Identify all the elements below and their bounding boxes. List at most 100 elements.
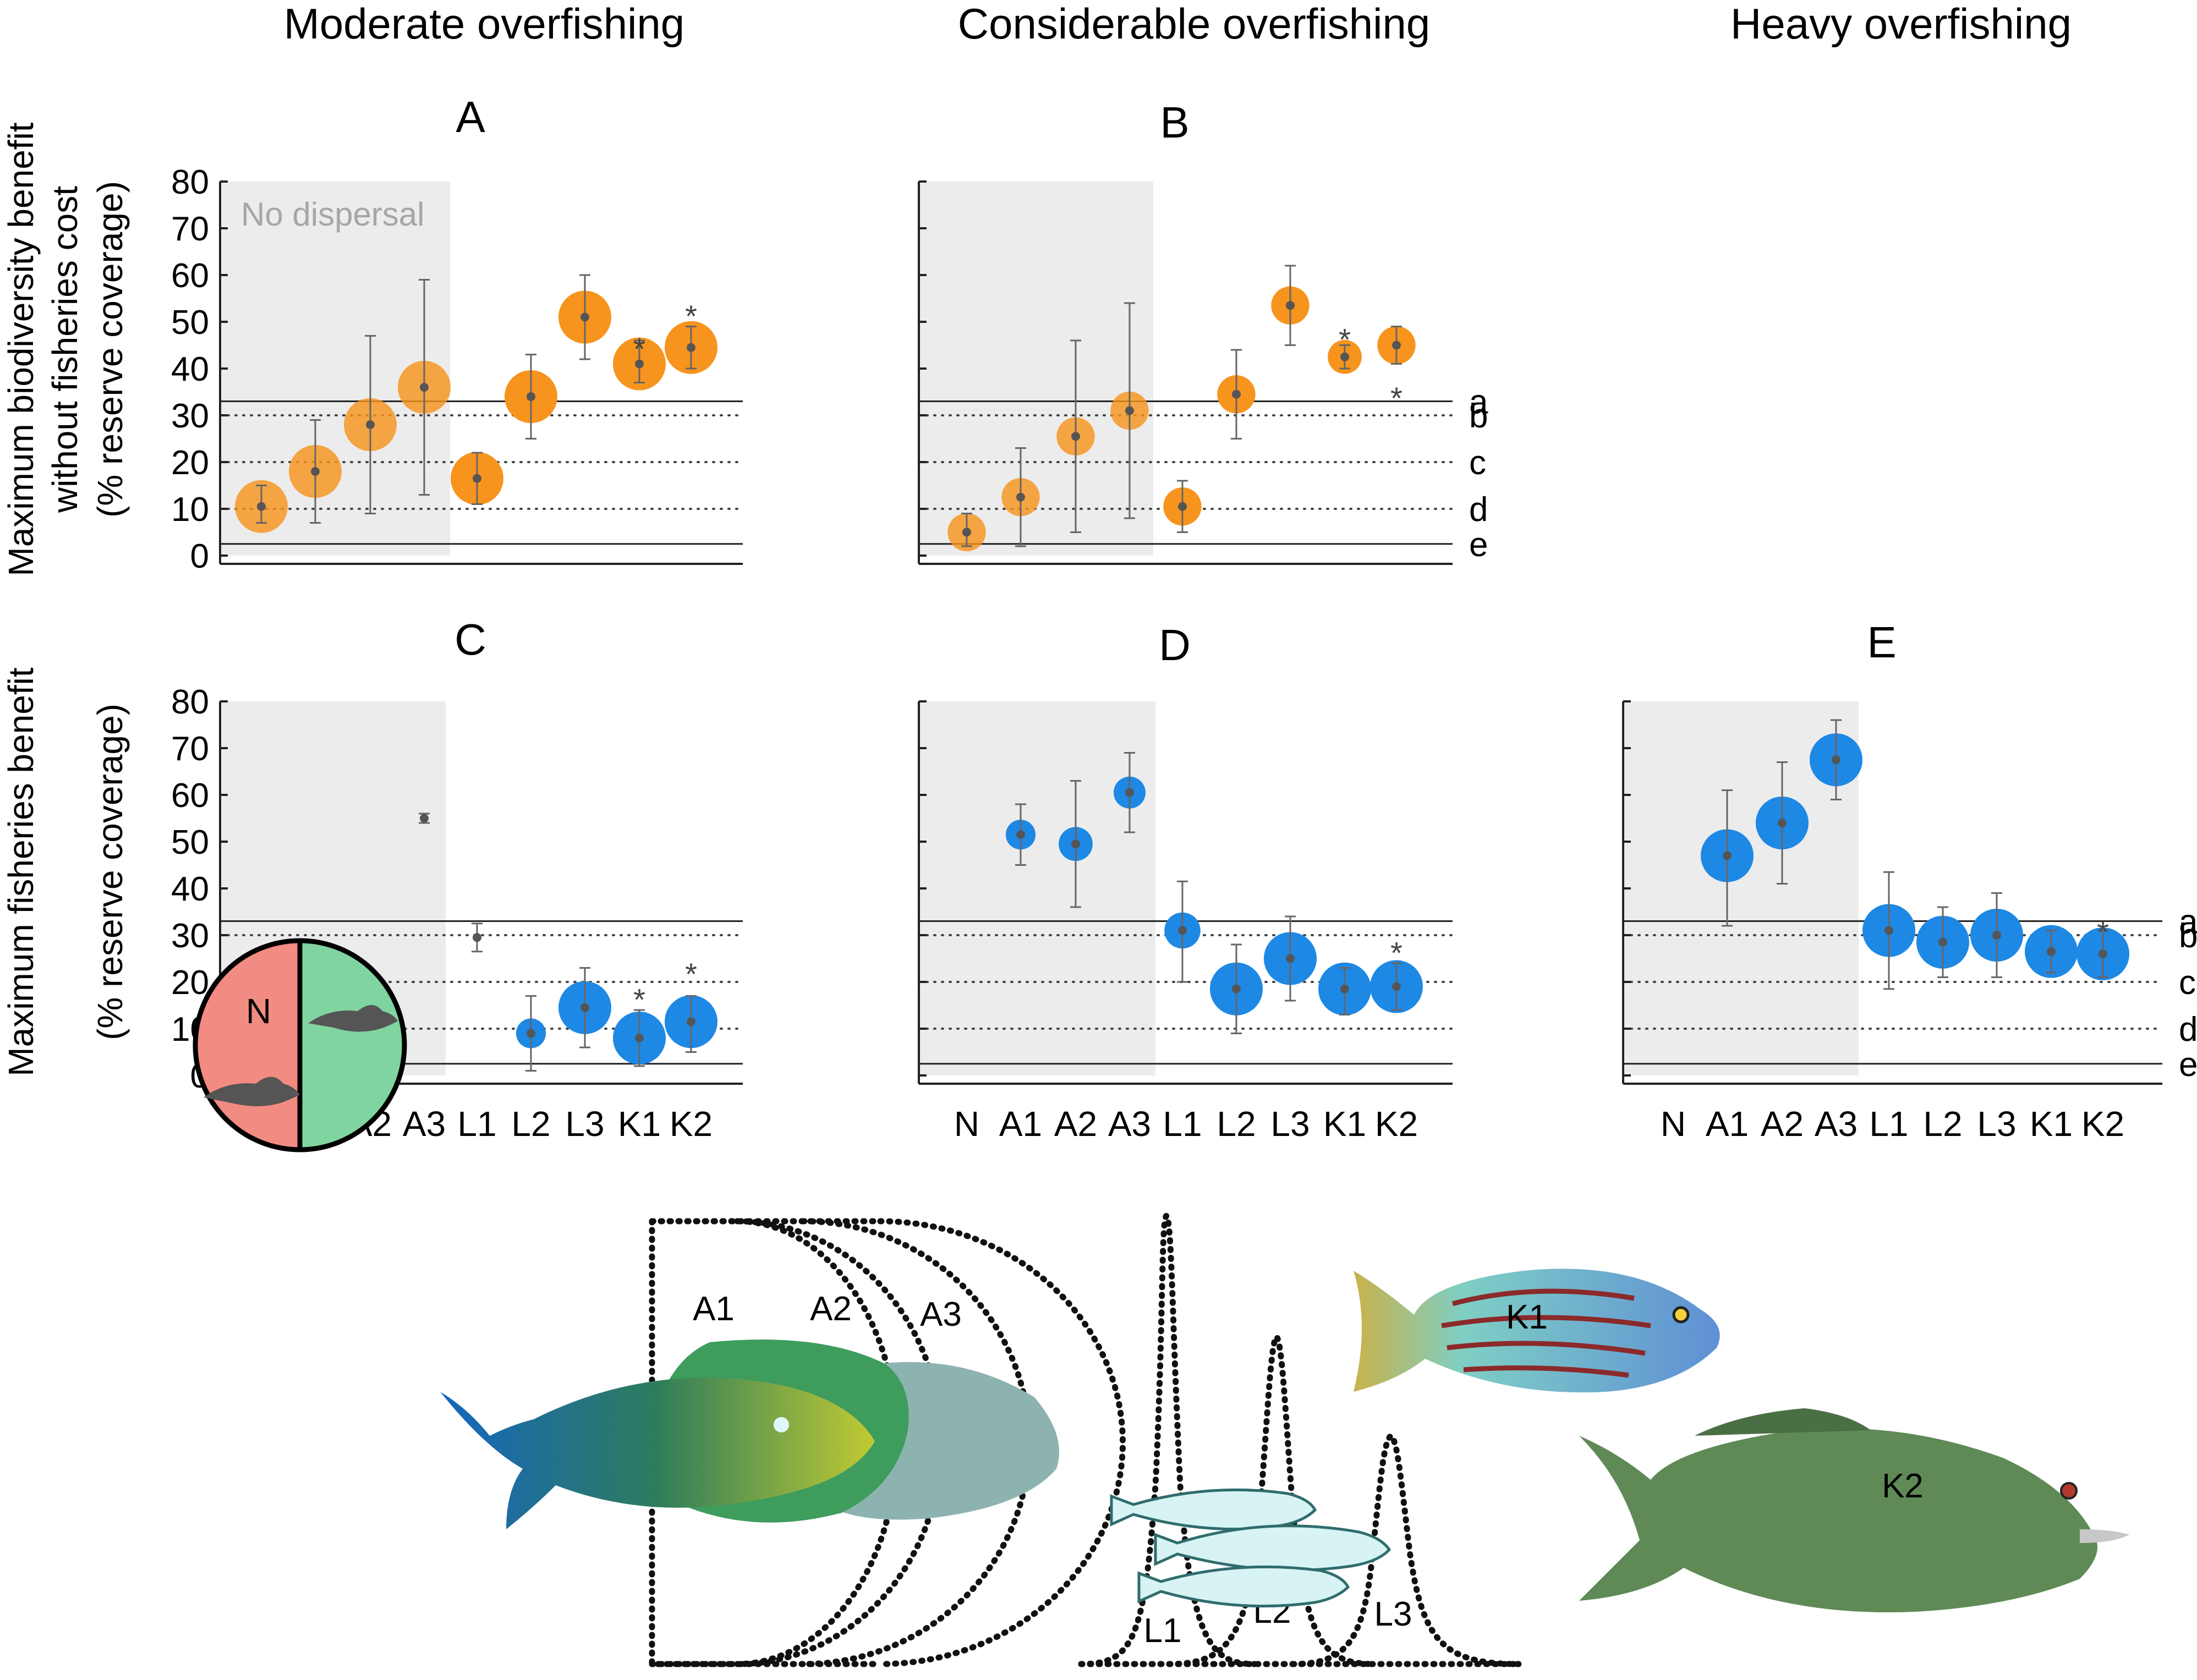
- data-point: [1340, 352, 1349, 361]
- data-point-l3: [558, 274, 611, 360]
- x-tick-label: N: [954, 1104, 979, 1144]
- data-point: [366, 420, 375, 429]
- x-tick-label: L1: [457, 1104, 496, 1144]
- reference-label-a: a: [1469, 383, 1488, 421]
- data-point-l2: [1916, 906, 1969, 978]
- data-point-a2: [1056, 339, 1095, 533]
- kernel-label-l1: L1: [1144, 1612, 1182, 1650]
- reference-label-e: e: [2179, 1046, 2197, 1084]
- panel-a: A 0 10 20 30 40 50 60 70 80 No dispersal * *: [171, 92, 744, 575]
- row-label-bottom-line1: Maximum fisheries benefit: [1, 667, 41, 1077]
- y-tick-label: 0: [190, 537, 209, 575]
- reference-label-d: d: [1469, 491, 1488, 529]
- data-point: [635, 359, 644, 369]
- kernel-label-k1: K1: [1506, 1298, 1548, 1336]
- y-tick-label: 50: [171, 304, 209, 342]
- data-point: [420, 383, 429, 392]
- y-tick-label: 40: [171, 870, 209, 908]
- data-point: [2047, 947, 2056, 956]
- data-point: [962, 528, 971, 537]
- panel-letter: D: [1159, 621, 1191, 669]
- sardine-school-icon: [1110, 1488, 1391, 1608]
- y-tick-label: 10: [171, 491, 209, 529]
- data-point: [1178, 502, 1187, 511]
- data-point: [1125, 406, 1134, 415]
- row-label-top-line2: without fisheries cost: [45, 186, 85, 513]
- data-point-k2: *: [665, 299, 717, 374]
- data-point: [687, 343, 695, 352]
- n-circle-icon: [193, 938, 407, 1152]
- data-point-a3: [1114, 752, 1146, 833]
- y-tick-label: 70: [171, 210, 209, 248]
- x-tick-label: N: [1661, 1104, 1686, 1144]
- data-point-k1: [2025, 925, 2078, 978]
- data-point-a2: [344, 335, 397, 514]
- significance-star: *: [685, 957, 697, 991]
- x-tick-label: K1: [2030, 1104, 2073, 1144]
- striped-fish-icon: [1354, 1269, 1720, 1393]
- data-point: [1992, 931, 2001, 940]
- data-point-a3: [419, 812, 430, 824]
- grouper-fish-icon: [1579, 1408, 2129, 1612]
- data-point: [580, 1003, 589, 1012]
- data-point-a1: [1001, 447, 1040, 547]
- data-point-l3: [1970, 892, 2023, 978]
- x-tick-label: L2: [1923, 1104, 1962, 1144]
- data-point: [635, 1034, 644, 1042]
- data-point-l3: [558, 967, 611, 1048]
- data-point-l1: [472, 923, 483, 953]
- panel-letter: A: [456, 92, 485, 141]
- data-point-a1: [1005, 803, 1036, 866]
- data-point: [1232, 389, 1241, 399]
- x-tick-label: K2: [2081, 1104, 2124, 1144]
- column-title-moderate: Moderate overfishing: [284, 0, 684, 48]
- x-tick-label: K2: [1375, 1104, 1418, 1144]
- data-point: [1016, 830, 1025, 839]
- y-tick-label: 30: [171, 917, 209, 955]
- significance-star: *: [1390, 936, 1402, 970]
- panel-letter: E: [1867, 618, 1896, 667]
- reference-label-a: a: [2179, 903, 2197, 941]
- x-tick-label: A1: [999, 1104, 1042, 1144]
- significance-star: *: [685, 299, 697, 333]
- data-point: [311, 467, 320, 476]
- data-point: [1125, 788, 1134, 797]
- illustration: N A1 A2 A3 L1 L2 L3: [193, 938, 2129, 1667]
- data-point-a3: [1810, 719, 1862, 800]
- significance-star: *: [2097, 914, 2109, 949]
- data-point: [1392, 341, 1401, 350]
- y-tick-label: 80: [171, 683, 209, 721]
- data-point-a3: [398, 279, 451, 496]
- data-point: [257, 502, 266, 511]
- y-tick-label: 20: [171, 444, 209, 482]
- y-tick-label: 40: [171, 350, 209, 388]
- kernel-label-a2: A2: [810, 1290, 852, 1328]
- significance-star: *: [1339, 322, 1351, 357]
- data-point: [1938, 937, 1947, 947]
- data-point: [1016, 492, 1025, 502]
- data-point: [527, 1029, 535, 1038]
- data-point-l1: [1862, 871, 1915, 990]
- reference-label-c: c: [1469, 444, 1486, 482]
- y-tick-label: 50: [171, 823, 209, 861]
- data-point: [1340, 984, 1349, 993]
- data-point: [420, 814, 429, 823]
- data-point-a2: [1059, 780, 1093, 908]
- panel-letter: B: [1160, 98, 1189, 147]
- data-point-k2: *: [665, 957, 717, 1053]
- x-tick-label: L2: [511, 1104, 550, 1144]
- column-title-considerable: Considerable overfishing: [958, 0, 1431, 48]
- data-point: [1286, 954, 1295, 963]
- x-tick-label: A2: [1761, 1104, 1804, 1144]
- data-point: [527, 392, 535, 401]
- data-point: [473, 933, 481, 942]
- data-point: [1884, 926, 1893, 935]
- data-point: [1392, 982, 1401, 991]
- data-point-l1: [1163, 480, 1202, 533]
- y-tick-label: 60: [171, 777, 209, 815]
- data-point-k2: *: [1370, 936, 1423, 1013]
- data-point: [1286, 301, 1295, 310]
- data-point: [1232, 984, 1241, 993]
- n-circle-label: N: [246, 991, 271, 1031]
- row-label-top-line1: Maximum biodiversity benefit: [1, 122, 41, 576]
